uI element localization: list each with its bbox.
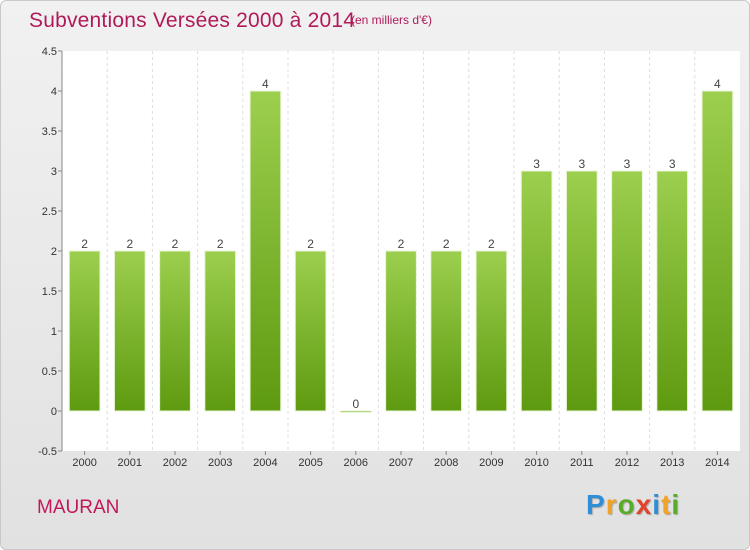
y-tick-label: 3.5 — [42, 126, 57, 138]
y-tick-label: 2 — [51, 246, 57, 258]
logo-letter: x — [635, 489, 653, 520]
x-tick-label: 2003 — [208, 457, 232, 469]
x-tick-label: 2009 — [479, 457, 503, 469]
x-tick-label: 2014 — [705, 457, 729, 469]
chart-title: Subventions Versées 2000 à 2014 — [29, 9, 356, 32]
data-label: 3 — [669, 157, 676, 171]
y-tick-label: 0 — [51, 406, 57, 418]
data-label: 3 — [533, 157, 540, 171]
y-tick-label: 4.5 — [42, 46, 57, 58]
x-tick-label: 2006 — [344, 457, 368, 469]
bars — [68, 90, 734, 413]
bar — [701, 90, 734, 412]
data-label: 3 — [624, 157, 631, 171]
bar — [249, 90, 282, 412]
data-label: 2 — [126, 237, 133, 251]
bar — [113, 250, 146, 412]
bar — [430, 250, 463, 412]
x-tick-label: 2001 — [118, 457, 142, 469]
x-tick-label: 2012 — [615, 457, 639, 469]
logo-letter: r — [605, 489, 618, 520]
data-label: 2 — [307, 237, 314, 251]
data-label: 2 — [398, 237, 405, 251]
y-tick-label: -0.5 — [38, 446, 57, 458]
x-tick-label: 2005 — [298, 457, 322, 469]
data-label: 2 — [217, 237, 224, 251]
x-tick-label: 2011 — [570, 457, 594, 469]
bar — [656, 170, 689, 412]
x-tick-label: 2007 — [389, 457, 413, 469]
y-tick-label: 2.5 — [42, 206, 57, 218]
bar — [294, 250, 327, 412]
x-tick-label: 2002 — [163, 457, 187, 469]
bar — [475, 250, 508, 412]
y-tick-label: 0.5 — [42, 366, 57, 378]
data-label: 2 — [488, 237, 495, 251]
city-name: MAURAN — [37, 497, 120, 518]
data-label: 0 — [352, 397, 359, 411]
grid-lines — [106, 51, 696, 451]
logo-letter: t — [661, 489, 672, 520]
data-label: 2 — [81, 237, 88, 251]
data-labels: 2 2 2 2 4 2 0 2 2 2 3 3 3 3 4 — [81, 77, 721, 411]
chart-subtitle: (en milliers d'€) — [351, 13, 432, 27]
logo-letter: i — [652, 489, 662, 520]
data-label: 2 — [443, 237, 450, 251]
bar — [68, 250, 101, 412]
y-tick-label: 1 — [51, 326, 57, 338]
x-tick-label: 2008 — [434, 457, 458, 469]
bar — [339, 410, 372, 413]
y-tick-label: 3 — [51, 166, 57, 178]
bar — [204, 250, 237, 412]
x-tick-label: 2013 — [660, 457, 684, 469]
x-tick-label: 2000 — [72, 457, 96, 469]
y-tick-label: 1.5 — [42, 286, 57, 298]
bar — [520, 170, 553, 412]
data-label: 3 — [578, 157, 585, 171]
x-tick-labels: 2000 2001 2002 2003 2004 2005 2006 2007 2008 2009… — [72, 451, 730, 469]
data-label: 4 — [714, 77, 721, 91]
bar — [611, 170, 643, 412]
data-label: 2 — [172, 237, 179, 251]
x-tick-label: 2010 — [524, 457, 548, 469]
y-tick-label: 4 — [51, 86, 57, 98]
bar — [159, 250, 191, 412]
x-tick-label: 2004 — [253, 457, 277, 469]
bar — [385, 250, 417, 412]
y-tick-labels: -0.5 0 0.5 1 1.5 2 2.5 3 3.5 4 4.5 — [38, 46, 62, 458]
bar — [565, 170, 598, 412]
data-label: 4 — [262, 77, 269, 91]
logo-letter: P — [586, 489, 606, 520]
logo-letter: i — [671, 489, 681, 520]
proxiti-logo: Proxiti — [586, 489, 680, 521]
logo-letter: o — [617, 489, 636, 520]
